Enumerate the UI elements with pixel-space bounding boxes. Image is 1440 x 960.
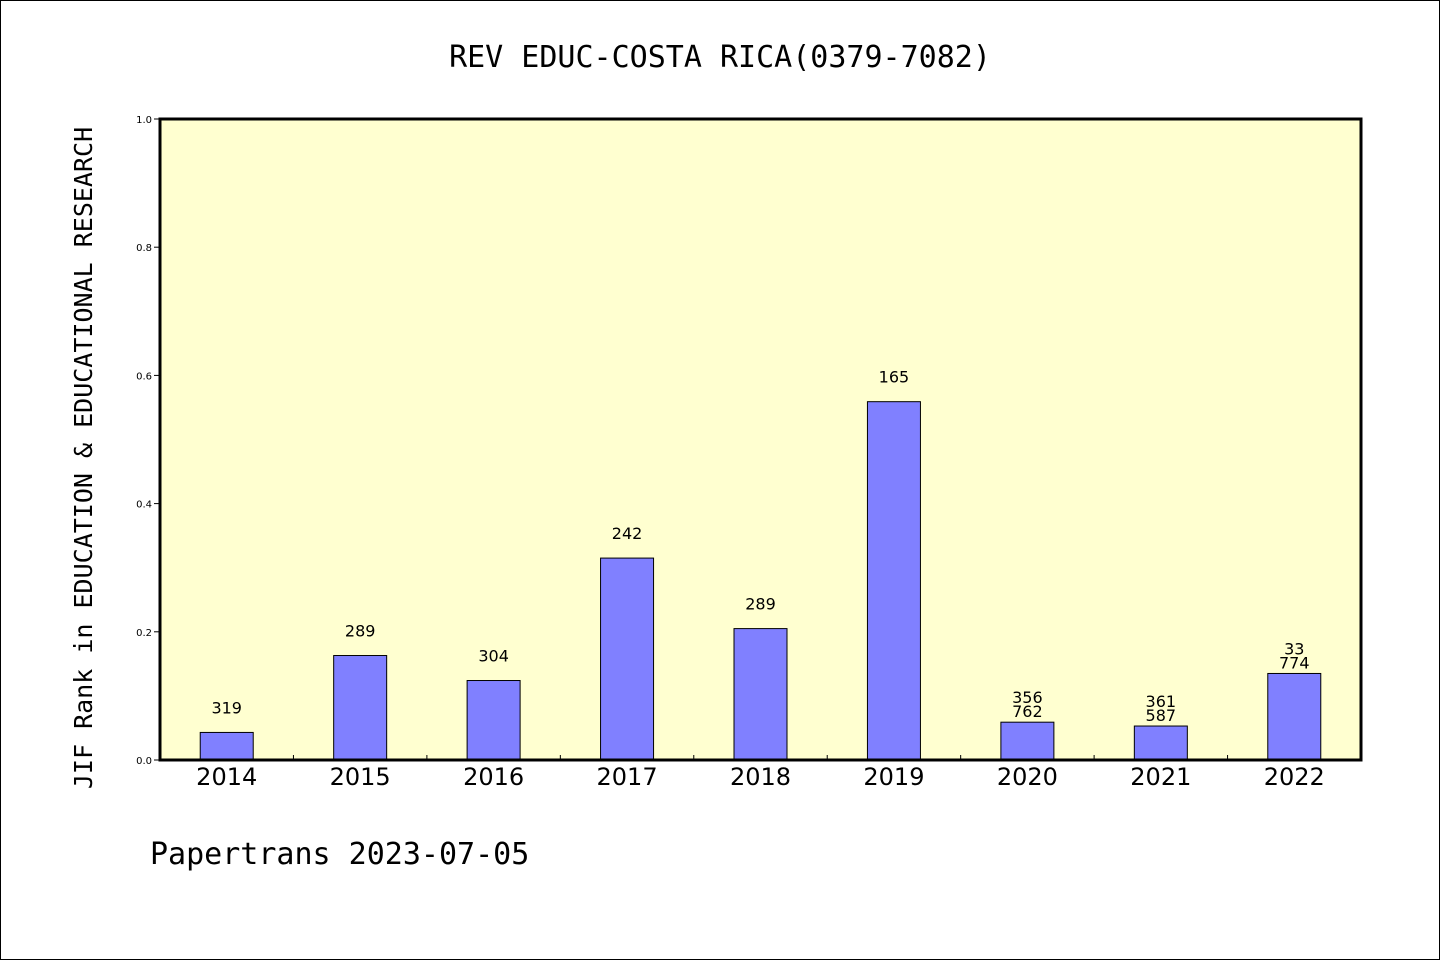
x-tick-label: 2016	[463, 763, 524, 791]
data-label-numerator: 356	[1012, 688, 1043, 707]
bar-2016	[466, 680, 521, 761]
bar-2018	[733, 628, 788, 761]
y-tick-label: 0.6	[136, 371, 152, 382]
data-label-numerator: 361	[1146, 692, 1177, 711]
plot-border	[158, 117, 1363, 762]
bar-2022	[1267, 672, 1322, 761]
bar-2015	[333, 655, 388, 761]
x-tick-label: 2018	[730, 763, 791, 791]
x-tick-label: 2019	[863, 763, 924, 791]
data-label: 319	[211, 698, 242, 717]
y-axis-label: JIF Rank in EDUCATION & EDUCATIONAL RESE…	[69, 127, 98, 789]
data-label-denominator: 762	[1012, 702, 1043, 721]
bar-2017	[600, 557, 655, 761]
y-tick-label: 0.4	[136, 500, 152, 511]
y-tick-label: 0.8	[136, 243, 152, 254]
bar-2019	[866, 401, 921, 761]
data-label: 304	[478, 647, 509, 666]
y-axis-ticks: 0.0 0.2 0.4 0.6 0.8 1.0	[136, 115, 160, 767]
x-tick-label: 2022	[1264, 763, 1325, 791]
bar-2021	[1133, 725, 1188, 761]
data-label: 289	[345, 622, 376, 641]
bars	[199, 401, 1322, 761]
chart-title: REV EDUC-COSTA RICA(0379-7082)	[449, 40, 991, 75]
x-tick-label: 2020	[997, 763, 1058, 791]
y-tick-label: 0.2	[136, 628, 152, 639]
x-axis-ticks: 2014 2015 2016 2017 2018 2019 2020 2021 2022	[196, 755, 1325, 791]
bar-2014	[199, 731, 254, 761]
bar-2020	[1000, 721, 1055, 761]
x-tick-label: 2017	[597, 763, 658, 791]
y-tick-label: 0.0	[136, 756, 152, 767]
data-label: 165	[879, 368, 910, 387]
data-label: 289	[745, 595, 776, 614]
y-tick-label: 1.0	[136, 115, 152, 126]
data-label-numerator: 33	[1284, 639, 1304, 658]
data-label: 242	[612, 524, 643, 543]
data-label-denominator: 774	[1279, 653, 1310, 672]
data-label-denominator: 587	[1146, 706, 1177, 725]
x-tick-label: 2021	[1130, 763, 1191, 791]
x-tick-label: 2015	[330, 763, 391, 791]
x-tick-label: 2014	[196, 763, 257, 791]
footer-credit: Papertrans 2023-07-05	[150, 837, 529, 872]
